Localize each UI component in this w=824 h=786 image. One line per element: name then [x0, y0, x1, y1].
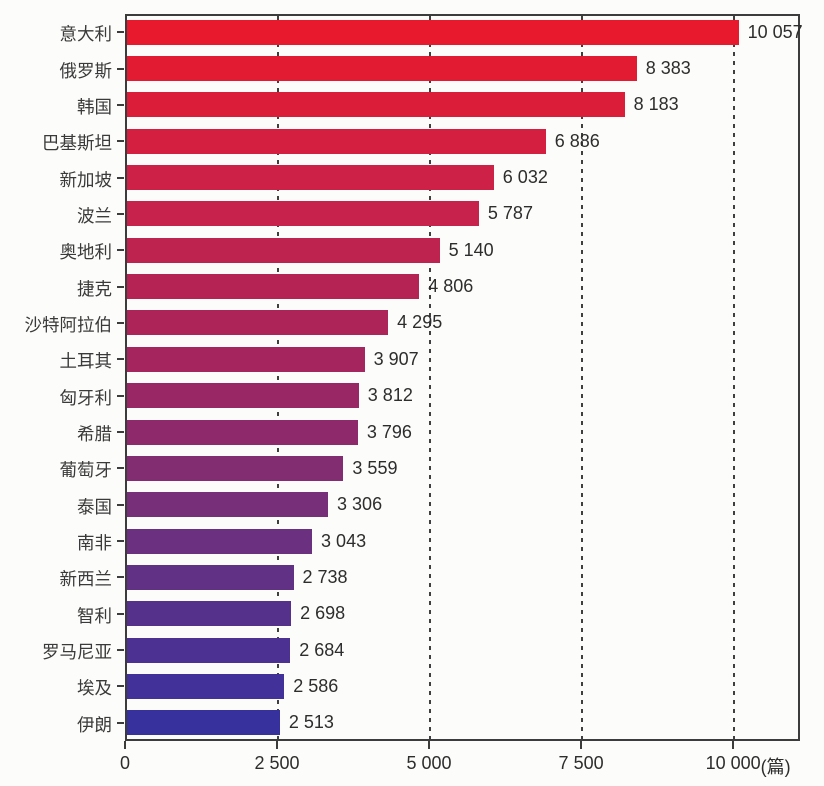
y-tick: [117, 721, 124, 724]
y-tick: [117, 176, 124, 179]
category-label: 意大利: [59, 24, 113, 45]
y-tick: [117, 649, 124, 652]
category-label: 南非: [77, 533, 112, 554]
bar: [127, 128, 546, 154]
bar: [127, 637, 291, 663]
y-axis-labels: 意大利俄罗斯韩国巴基斯坦新加坡波兰奥地利捷克沙特阿拉伯土耳其匈牙利希腊葡萄牙泰国…: [0, 14, 113, 741]
y-tick: [117, 31, 124, 34]
gridline: [429, 16, 432, 739]
x-tick-label: 2 500: [254, 753, 300, 773]
category-label: 俄罗斯: [59, 60, 113, 81]
bar-value-label: 4 295: [397, 312, 443, 333]
bar-value-label: 4 806: [428, 276, 474, 297]
bar-value-label: 3 796: [366, 421, 412, 442]
bar: [127, 601, 292, 627]
bar: [127, 673, 285, 699]
bar-value-label: 3 043: [321, 530, 367, 551]
category-label: 奥地利: [59, 242, 113, 263]
x-tick: [124, 741, 126, 749]
bar-value-label: 8 383: [645, 58, 691, 79]
y-tick: [117, 249, 124, 252]
y-tick: [117, 576, 124, 579]
bar-value-label: 2 738: [302, 566, 348, 587]
x-tick-label: 7 500: [558, 753, 604, 773]
bar: [127, 346, 365, 372]
gridline: [277, 16, 280, 739]
bar: [127, 310, 389, 336]
bar: [127, 564, 294, 590]
bar: [127, 274, 420, 300]
category-label: 新西兰: [59, 569, 113, 590]
category-label: 埃及: [77, 678, 112, 699]
category-label: 韩国: [77, 96, 112, 117]
bar: [127, 528, 313, 554]
bar: [127, 19, 739, 45]
bar: [127, 237, 440, 263]
bar-value-label: 8 183: [633, 94, 679, 115]
y-tick: [117, 103, 124, 106]
category-label: 新加坡: [59, 169, 113, 190]
category-label: 巴基斯坦: [42, 133, 112, 154]
x-tick: [276, 741, 279, 749]
bar: [127, 201, 479, 227]
x-tick: [732, 741, 735, 749]
x-tick: [428, 741, 431, 749]
bar: [127, 92, 625, 118]
category-label: 罗马尼亚: [42, 642, 112, 663]
category-label: 捷克: [77, 278, 112, 299]
bar: [127, 165, 494, 191]
y-tick: [117, 612, 124, 615]
bar-value-label: 2 586: [293, 675, 339, 696]
bar-value-label: 5 787: [487, 203, 533, 224]
x-tick-label: 10 000 (篇): [705, 753, 791, 777]
y-tick: [117, 321, 124, 324]
y-tick: [117, 358, 124, 361]
bar-value-label: 5 140: [448, 239, 494, 260]
bar-value-label: 2 684: [299, 639, 345, 660]
bar-value-label: 2 513: [288, 712, 334, 733]
y-tick: [117, 394, 124, 397]
y-tick: [117, 467, 124, 470]
bar: [127, 419, 358, 445]
bar-value-label: 10 057: [747, 21, 803, 42]
bar: [127, 710, 280, 736]
gridline: [581, 16, 584, 739]
bar-value-label: 2 698: [300, 603, 346, 624]
plot-area: 10 057 8 383 8 183 6 886 6 032 5 787 5 140 4 80…: [125, 14, 803, 741]
bar: [127, 455, 344, 481]
y-tick: [117, 67, 124, 70]
y-tick: [117, 540, 124, 543]
x-tick-label: 0: [119, 753, 131, 773]
y-tick: [117, 503, 124, 506]
x-tick: [580, 741, 583, 749]
x-axis-unit-label: (篇): [760, 757, 791, 777]
y-tick: [117, 685, 124, 688]
bar-value-label: 3 306: [337, 494, 383, 515]
bar: [127, 383, 359, 409]
category-label: 希腊: [77, 424, 112, 445]
category-label: 沙特阿拉伯: [24, 314, 113, 335]
category-label: 波兰: [77, 205, 112, 226]
category-label: 匈牙利: [59, 387, 113, 408]
x-tick-label: 5 000: [406, 753, 452, 773]
category-label: 泰国: [77, 496, 112, 517]
category-label: 葡萄牙: [59, 460, 113, 481]
category-label: 智利: [77, 605, 112, 626]
bar-value-label: 6 032: [502, 167, 548, 188]
bar-value-label: 3 812: [367, 385, 413, 406]
y-tick: [117, 285, 124, 288]
y-tick: [117, 431, 124, 434]
bar: [127, 492, 329, 518]
gridline: [733, 16, 736, 739]
category-label: 土耳其: [59, 351, 113, 372]
bar-value-label: 3 907: [373, 348, 419, 369]
category-label: 伊朗: [77, 714, 112, 735]
bar: [127, 56, 637, 82]
y-tick: [117, 212, 124, 215]
y-tick: [117, 140, 124, 143]
bar-value-label: 3 559: [352, 457, 398, 478]
bar-value-label: 6 886: [554, 130, 600, 151]
